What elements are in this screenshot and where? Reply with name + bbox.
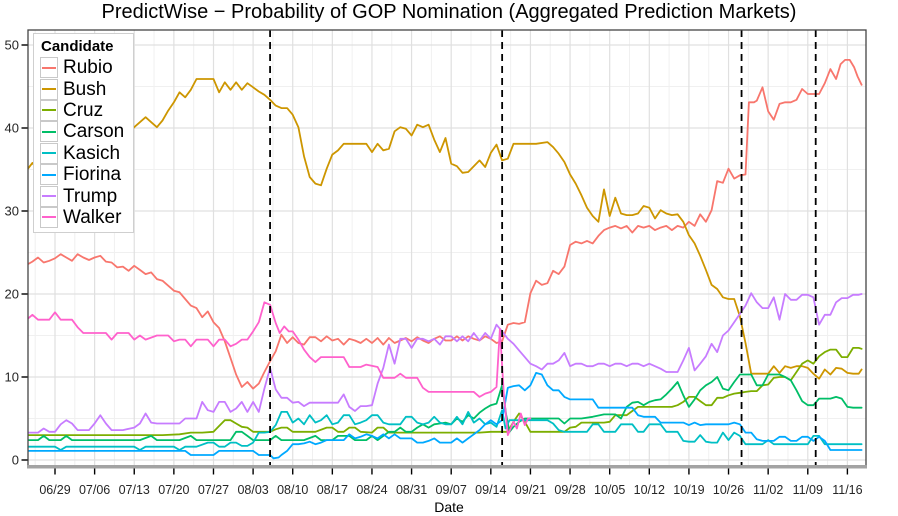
x-tick-label: 11/09	[793, 483, 823, 497]
legend-label-cruz: Cruz	[63, 99, 104, 121]
legend-label-fiorina: Fiorina	[63, 164, 122, 186]
legend-key-trump	[40, 185, 58, 207]
x-tick-label: 09/28	[554, 483, 585, 497]
series-line-kasich	[28, 409, 863, 451]
x-tick-label: 11/16	[832, 483, 862, 497]
x-tick-label: 06/29	[39, 483, 70, 497]
x-tick-label: 08/10	[277, 483, 308, 497]
legend-label-bush: Bush	[63, 78, 107, 100]
y-tick-label: 40	[5, 121, 19, 136]
x-tick-label: 09/21	[515, 483, 546, 497]
x-tick-label: 07/06	[79, 483, 110, 497]
legend-item-carson: Carson	[40, 121, 125, 143]
x-tick-label: 09/07	[436, 483, 467, 497]
x-axis-line	[27, 465, 867, 469]
chart-title: PredictWise − Probability of GOP Nominat…	[101, 1, 797, 23]
x-axis-title: Date	[434, 499, 464, 515]
x-tick-label: 08/24	[356, 483, 387, 497]
series-line-carson	[28, 373, 863, 442]
legend-key-kasich	[40, 142, 58, 164]
legend-item-fiorina: Fiorina	[40, 164, 124, 186]
series-line-walker	[28, 301, 532, 437]
legend-label-trump: Trump	[63, 185, 118, 207]
y-tick-label: 20	[5, 287, 19, 302]
legend-item-cruz: Cruz	[40, 99, 124, 121]
legend-item-kasich: Kasich	[40, 142, 124, 164]
x-tick-label: 11/02	[753, 483, 783, 497]
legend-key-rubio	[40, 57, 58, 79]
legend-title: Candidate	[41, 38, 114, 55]
legend-key-line-kasich	[42, 152, 56, 155]
x-tick-label: 10/19	[673, 483, 704, 497]
legend-key-bush	[40, 78, 58, 100]
x-tick-label: 08/03	[237, 483, 268, 497]
legend-label-kasich: Kasich	[63, 142, 121, 164]
y-tick-label: 50	[5, 38, 19, 53]
legend-key-line-cruz	[42, 109, 56, 112]
legend-key-line-bush	[42, 88, 56, 91]
legend-item-walker: Walker	[40, 206, 124, 228]
series-line-bush	[28, 78, 863, 380]
legend-key-line-trump	[42, 195, 56, 198]
x-tick-label: 10/05	[594, 483, 625, 497]
legend-key-line-walker	[42, 216, 56, 219]
legend-key-fiorina	[40, 164, 58, 186]
series-line-cruz	[28, 346, 863, 437]
y-tick-label: 10	[5, 370, 19, 385]
y-tick-label: 0	[12, 453, 19, 468]
series-line-rubio	[28, 59, 863, 390]
legend-key-line-rubio	[42, 66, 56, 69]
legend-label-carson: Carson	[63, 121, 125, 143]
legend-key-line-fiorina	[42, 173, 56, 176]
legend-item-bush: Bush	[40, 78, 124, 100]
legend-item-trump: Trump	[40, 185, 124, 207]
x-tick-label: 07/20	[158, 483, 189, 497]
plot-panel	[28, 30, 866, 466]
legend-item-rubio: Rubio	[40, 57, 124, 79]
x-tick-label: 10/12	[634, 483, 665, 497]
series-line-trump	[28, 292, 863, 434]
legend-key-carson	[40, 121, 58, 143]
x-tick-label: 10/26	[713, 483, 744, 497]
x-tick-label: 07/13	[119, 483, 150, 497]
legend: Candidate Rubio Bush Cruz Carson Kasich Fiori…	[33, 33, 135, 234]
x-tick-label: 09/14	[475, 483, 506, 497]
series-line-fiorina	[28, 371, 863, 460]
x-tick-label: 07/27	[198, 483, 229, 497]
y-tick-label: 30	[5, 204, 19, 219]
legend-key-cruz	[40, 99, 58, 121]
legend-key-walker	[40, 206, 58, 228]
x-tick-label: 08/17	[317, 483, 348, 497]
legend-label-walker: Walker	[63, 206, 122, 228]
legend-key-line-carson	[42, 130, 56, 133]
legend-label-rubio: Rubio	[63, 57, 113, 79]
x-tick-label: 08/31	[396, 483, 427, 497]
